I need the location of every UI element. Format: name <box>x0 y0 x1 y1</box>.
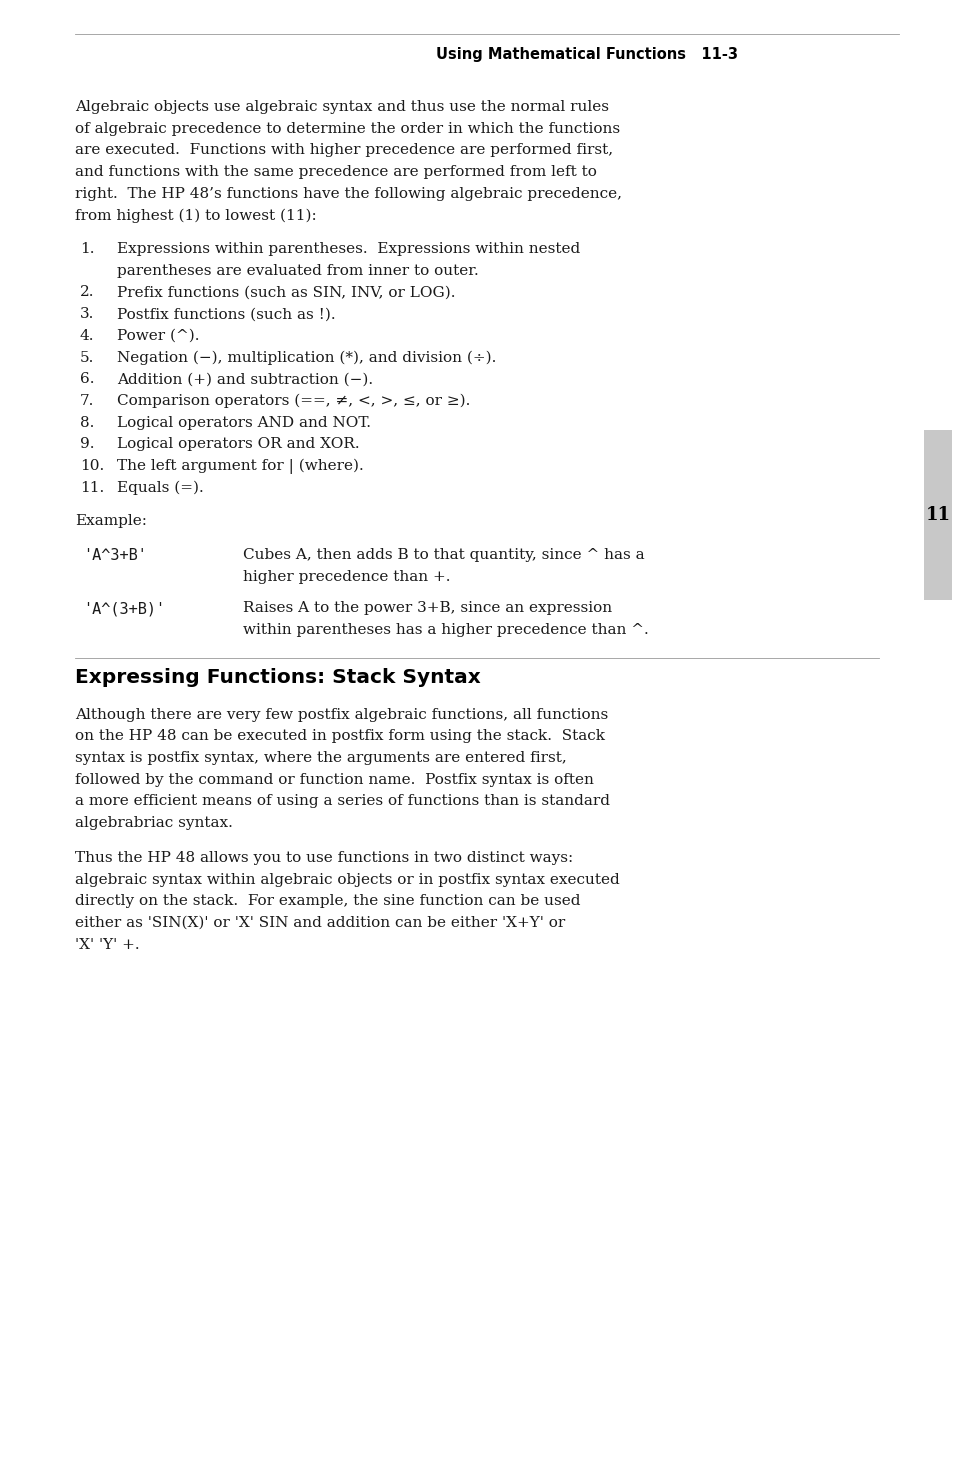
Text: a more efficient means of using a series of functions than is standard: a more efficient means of using a series… <box>75 795 609 808</box>
Text: 11.: 11. <box>80 480 104 495</box>
Text: Expressions within parentheses.  Expressions within nested: Expressions within parentheses. Expressi… <box>117 242 579 256</box>
Text: Equals (=).: Equals (=). <box>117 480 204 495</box>
Text: Algebraic objects use algebraic syntax and thus use the normal rules: Algebraic objects use algebraic syntax a… <box>75 100 608 114</box>
Text: from highest (1) to lowest (11):: from highest (1) to lowest (11): <box>75 208 316 223</box>
Text: 2.: 2. <box>80 285 94 300</box>
Text: are executed.  Functions with higher precedence are performed first,: are executed. Functions with higher prec… <box>75 143 613 158</box>
Text: syntax is postfix syntax, where the arguments are entered first,: syntax is postfix syntax, where the argu… <box>75 751 566 766</box>
Text: 'A^3+B': 'A^3+B' <box>83 548 147 564</box>
Text: on the HP 48 can be executed in postfix form using the stack.  Stack: on the HP 48 can be executed in postfix … <box>75 729 604 744</box>
Text: Logical operators OR and XOR.: Logical operators OR and XOR. <box>117 438 359 451</box>
Text: higher precedence than +.: higher precedence than +. <box>243 569 450 584</box>
Text: 8.: 8. <box>80 416 94 429</box>
Text: 1.: 1. <box>80 242 94 256</box>
Text: Power (^).: Power (^). <box>117 329 199 343</box>
Text: followed by the command or function name.  Postfix syntax is often: followed by the command or function name… <box>75 773 594 786</box>
Text: 11: 11 <box>924 507 949 524</box>
Text: Raises A to the power 3+B, since an expression: Raises A to the power 3+B, since an expr… <box>243 602 612 615</box>
Text: right.  The HP 48’s functions have the following algebraic precedence,: right. The HP 48’s functions have the fo… <box>75 187 621 201</box>
Text: 3.: 3. <box>80 307 94 321</box>
Text: The left argument for | (where).: The left argument for | (where). <box>117 460 363 474</box>
Text: algebrabriac syntax.: algebrabriac syntax. <box>75 815 233 830</box>
Text: Logical operators AND and NOT.: Logical operators AND and NOT. <box>117 416 371 429</box>
Text: directly on the stack.  For example, the sine function can be used: directly on the stack. For example, the … <box>75 895 579 908</box>
Text: Prefix functions (such as SIN, INV, or LOG).: Prefix functions (such as SIN, INV, or L… <box>117 285 455 300</box>
Text: within parentheses has a higher precedence than ^.: within parentheses has a higher preceden… <box>243 622 648 637</box>
Bar <box>923 430 951 600</box>
Text: Comparison operators (==, ≠, <, >, ≤, or ≥).: Comparison operators (==, ≠, <, >, ≤, or… <box>117 394 470 408</box>
Text: algebraic syntax within algebraic objects or in postfix syntax executed: algebraic syntax within algebraic object… <box>75 873 619 887</box>
Text: Example:: Example: <box>75 514 147 529</box>
Text: Negation (−), multiplication (*), and division (÷).: Negation (−), multiplication (*), and di… <box>117 350 496 365</box>
Text: 'A^(3+B)': 'A^(3+B)' <box>83 602 165 616</box>
Text: 4.: 4. <box>80 329 94 343</box>
Text: 9.: 9. <box>80 438 94 451</box>
Text: 5.: 5. <box>80 350 94 365</box>
Text: 10.: 10. <box>80 460 104 473</box>
Text: Thus the HP 48 allows you to use functions in two distinct ways:: Thus the HP 48 allows you to use functio… <box>75 851 573 865</box>
Text: Using Mathematical Functions   11-3: Using Mathematical Functions 11-3 <box>436 47 738 61</box>
Text: of algebraic precedence to determine the order in which the functions: of algebraic precedence to determine the… <box>75 122 619 136</box>
Text: Postfix functions (such as !).: Postfix functions (such as !). <box>117 307 335 321</box>
Text: parentheses are evaluated from inner to outer.: parentheses are evaluated from inner to … <box>117 264 478 278</box>
Text: Expressing Functions: Stack Syntax: Expressing Functions: Stack Syntax <box>75 668 480 687</box>
Text: 6.: 6. <box>80 372 94 386</box>
Text: Addition (+) and subtraction (−).: Addition (+) and subtraction (−). <box>117 372 373 386</box>
Text: and functions with the same precedence are performed from left to: and functions with the same precedence a… <box>75 165 597 179</box>
Text: Although there are very few postfix algebraic functions, all functions: Although there are very few postfix alge… <box>75 707 608 722</box>
Text: 7.: 7. <box>80 394 94 408</box>
Text: either as 'SIN(X)' or 'X' SIN and addition can be either 'X+Y' or: either as 'SIN(X)' or 'X' SIN and additi… <box>75 916 565 930</box>
Text: Cubes A, then adds B to that quantity, since ^ has a: Cubes A, then adds B to that quantity, s… <box>243 548 644 562</box>
Text: 'X' 'Y' +.: 'X' 'Y' +. <box>75 937 139 952</box>
